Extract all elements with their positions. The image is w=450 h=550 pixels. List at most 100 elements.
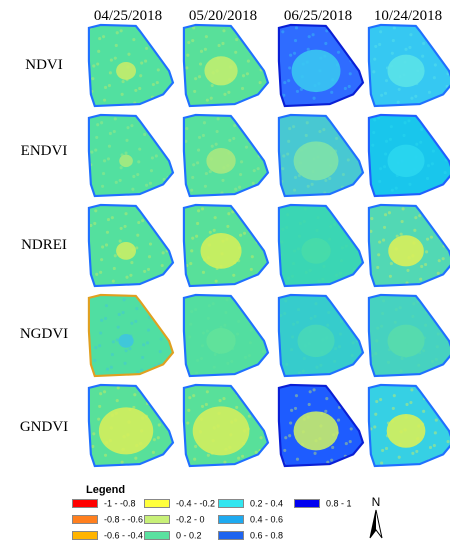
map-patch: [387, 54, 425, 88]
date-header: 10/24/2018: [373, 8, 443, 24]
index-map: [182, 293, 270, 378]
map-patch: [387, 144, 425, 178]
legend-item: -0.8 - -0.6: [72, 514, 143, 526]
date-header: 06/25/2018: [283, 8, 353, 24]
legend-title: Legend: [86, 484, 126, 496]
map-edge: [87, 293, 175, 378]
index-map: [87, 113, 175, 198]
legend-swatch: [72, 531, 98, 541]
legend-swatch: [72, 515, 98, 525]
legend-swatch: [218, 515, 244, 525]
legend-label: 0 - 0.2: [176, 530, 202, 541]
map-patch: [116, 241, 137, 260]
legend-label: -0.4 - -0.2: [176, 498, 216, 509]
map-edge: [182, 23, 270, 108]
map-edge: [277, 293, 365, 378]
index-label: NGDVI: [19, 326, 69, 342]
legend-item: -1 - -0.8: [72, 498, 136, 510]
legend-label: -0.8 - -0.6: [104, 514, 144, 525]
legend-item: 0.4 - 0.6: [218, 514, 283, 526]
map-edge: [182, 113, 270, 198]
index-label: NDREI: [21, 237, 67, 253]
map-patch: [206, 147, 236, 174]
legend-item: 0.2 - 0.4: [218, 498, 283, 510]
legend-swatch: [144, 515, 170, 525]
map-patch: [386, 413, 426, 448]
map-patch: [301, 237, 331, 264]
legend-label: -0.2 - 0: [176, 514, 205, 525]
north-label: N: [372, 495, 381, 509]
map-field: [88, 294, 173, 377]
map-patch: [387, 324, 425, 358]
map-edge: [277, 23, 365, 108]
map-edge: [277, 383, 365, 468]
date-header: 05/20/2018: [188, 8, 258, 24]
map-patch: [204, 56, 238, 86]
legend-label: 0.8 - 1: [326, 498, 352, 509]
index-map: [367, 293, 450, 378]
map-patch: [293, 411, 339, 451]
index-label: ENDVI: [20, 143, 68, 159]
legend-swatch: [294, 499, 320, 509]
legend-label: 0.2 - 0.4: [250, 498, 284, 509]
index-map: [367, 383, 450, 468]
index-map: [182, 203, 270, 288]
index-map: [367, 23, 450, 108]
legend-label: 0.4 - 0.6: [250, 514, 284, 525]
legend-swatch: [144, 531, 170, 541]
legend-swatch: [218, 499, 244, 509]
legend-item: -0.6 - -0.4: [72, 530, 143, 542]
map-patch: [116, 61, 137, 80]
legend-swatch: [218, 531, 244, 541]
index-map: [277, 293, 365, 378]
legend-label: -0.6 - -0.4: [104, 530, 144, 541]
map-patch: [200, 232, 242, 269]
index-map: [87, 383, 175, 468]
index-map: [182, 23, 270, 108]
map-patch: [388, 235, 424, 267]
legend-label: -1 - -0.8: [104, 498, 136, 509]
map-patch: [291, 49, 341, 93]
map-edge: [367, 113, 450, 198]
map-patch: [98, 407, 154, 455]
map-edge: [277, 203, 365, 288]
index-map: [87, 203, 175, 288]
legend-item: -0.4 - -0.2: [144, 498, 215, 510]
north-arrow-icon: N: [369, 495, 383, 539]
index-map: [277, 23, 365, 108]
map-patch: [118, 333, 134, 348]
legend-item: 0 - 0.2: [144, 530, 202, 542]
legend-item: -0.2 - 0: [144, 514, 205, 526]
index-map-grid: 04/25/2018 05/20/2018 06/25/2018 10/24/2018…: [19, 8, 450, 468]
map-edge: [367, 383, 450, 468]
index-map: [277, 383, 365, 468]
legend-item: 0.8 - 1: [294, 498, 352, 510]
map-edge: [87, 113, 175, 198]
index-map: [182, 383, 270, 468]
map-edge: [367, 23, 450, 108]
legend: Legend -1 - -0.8 -0.8 - -0.6 -0.6 - -0.4 -0…: [50, 484, 380, 546]
index-map: [277, 113, 365, 198]
index-map: [367, 203, 450, 288]
map-patch: [293, 141, 339, 181]
map-edge: [87, 203, 175, 288]
legend-swatch: [72, 499, 98, 509]
date-header: 04/25/2018: [93, 8, 163, 24]
index-map: [367, 113, 450, 198]
map-patch: [192, 406, 250, 456]
map-patch: [119, 154, 133, 168]
index-map: [87, 23, 175, 108]
index-label: GNDVI: [19, 419, 69, 435]
map-edge: [182, 293, 270, 378]
index-map: [182, 113, 270, 198]
map-edge: [277, 113, 365, 198]
map-edge: [182, 203, 270, 288]
index-map: [277, 203, 365, 288]
map-edge: [182, 383, 270, 468]
map-edge: [367, 293, 450, 378]
map-patch: [206, 327, 236, 354]
map-field: [88, 114, 173, 197]
legend-swatch: [144, 499, 170, 509]
index-label: NDVI: [25, 57, 63, 73]
map-edge: [87, 23, 175, 108]
